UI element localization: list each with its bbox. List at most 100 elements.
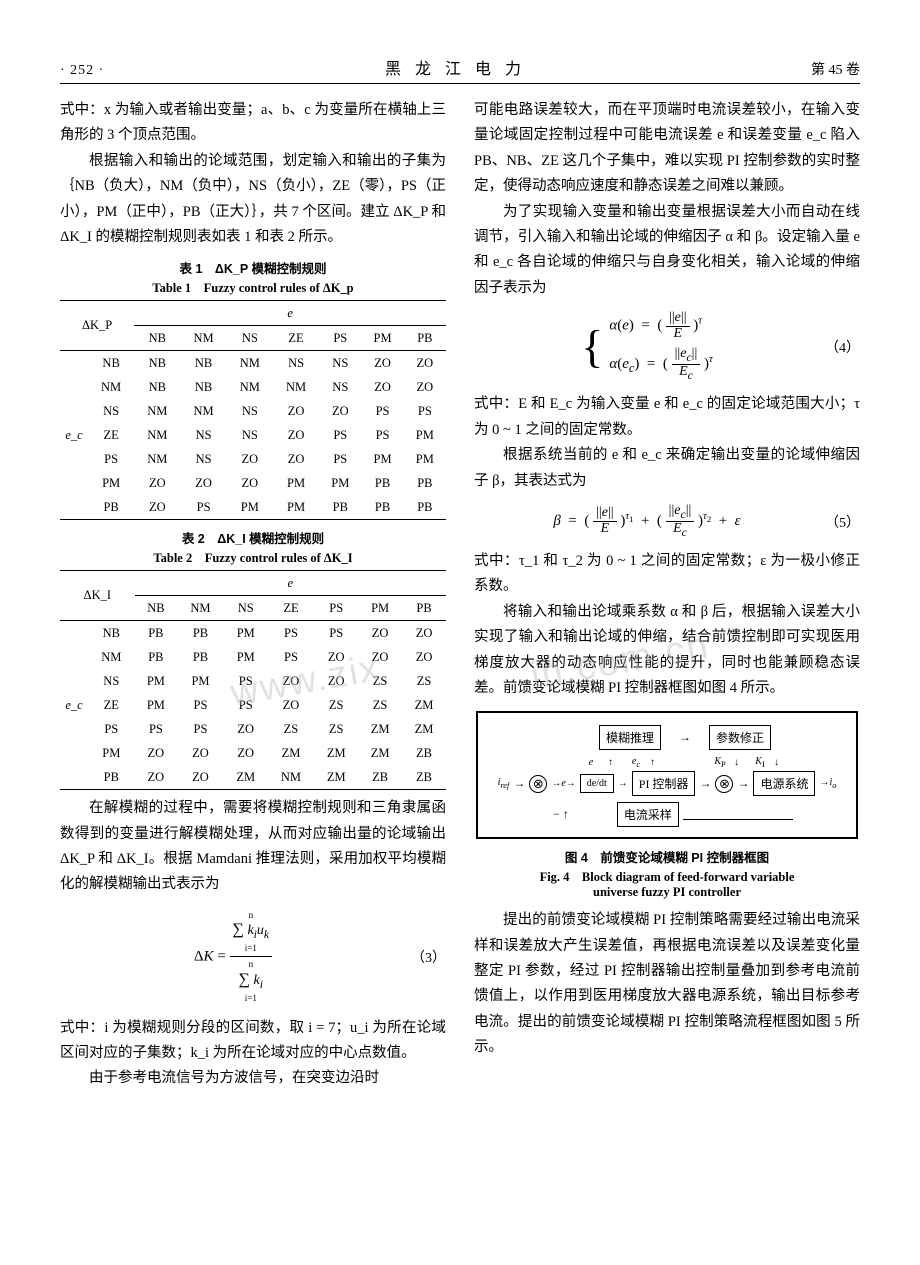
table-cell: ZO [358,621,402,646]
table-col-header: NS [227,326,273,351]
table-cell: ZO [177,741,224,765]
table-cell: ZO [177,765,224,790]
two-column-layout: 式中：x 为输入或者输出变量；a、b、c 为变量所在横轴上三角形的 3 个顶点范… [60,98,860,1092]
diagram-summing-node: ⊗ [529,775,547,793]
table-cell: ZO [404,351,446,376]
diagram-box-current-sample: 电流采样 [617,802,679,827]
paragraph: 由于参考电流信号为方波信号，在突变边沿时 [60,1066,446,1091]
table-cell: ZO [402,645,446,669]
figure4-caption-en2: universe fuzzy PI controller [474,885,860,900]
table-row-header: NS [88,399,134,423]
table-cell: PS [224,669,268,693]
table-cell: ZO [314,645,358,669]
paragraph: 可能电路误差较大，而在平顶端时电流误差较小，在输入变量论域固定控制过程中可能电流… [474,98,860,200]
table-header: ΔK_I [60,571,135,621]
table-col-header: NB [135,596,178,621]
table-cell: NM [134,399,180,423]
table-cell: PS [177,717,224,741]
paragraph: 在解模糊的过程中，需要将模糊控制规则和三角隶属函数得到的变量进行解模糊处理，从而… [60,796,446,898]
table-cell: NS [319,351,361,376]
table-cell: PS [404,399,446,423]
table-col-header: PS [314,596,358,621]
table-cell: PB [177,645,224,669]
table-row-header: PB [88,765,135,790]
paragraph: 式中：x 为输入或者输出变量；a、b、c 为变量所在横轴上三角形的 3 个顶点范… [60,98,446,149]
table-row-header: ZE [88,423,134,447]
journal-title: 黑龙江电力 [180,55,740,79]
table-row-group-label: e_c [60,621,88,790]
figure4-caption-cn: 图 4 前馈变论域模糊 PI 控制器框图 [474,847,860,866]
table-row-header: NB [88,351,134,376]
table-cell: PM [227,495,273,520]
table-cell: NS [227,423,273,447]
table-cell: PB [319,495,361,520]
table-col-header: NM [177,596,224,621]
paragraph: 式中：i 为模糊规则分段的区间数，取 i = 7；u_i 为所在论域区间对应的子… [60,1016,446,1067]
equation-3: ΔK = n∑ kiuki=1 n∑ kii=1 （3） [60,908,446,1006]
table-cell: ZO [268,669,315,693]
table-cell: PS [319,423,361,447]
table-col-header: PM [361,326,403,351]
table-cell: PB [177,621,224,646]
left-column: 式中：x 为输入或者输出变量；a、b、c 为变量所在横轴上三角形的 3 个顶点范… [60,98,446,1092]
table-cell: PB [361,495,403,520]
paragraph: 为了实现输入变量和输出变量根据误差大小而自动在线调节，引入输入和输出论域的伸缩因… [474,200,860,302]
table-cell: ZO [227,447,273,471]
table-cell: PS [224,693,268,717]
table-cell: PM [224,645,268,669]
table-cell: ZO [273,447,319,471]
table-cell: NS [180,447,226,471]
table-cell: NB [134,375,180,399]
table-cell: ZO [361,375,403,399]
table-row-header: ZE [88,693,135,717]
table-cell: ZB [402,765,446,790]
table-cell: NM [134,423,180,447]
table-cell: ZB [358,765,402,790]
table-cell: PS [268,645,315,669]
paragraph: 式中：τ_1 和 τ_2 为 0 ~ 1 之间的固定常数；ε 为一极小修正系数。 [474,549,860,600]
page: · 252 · 黑龙江电力 第 45 卷 式中：x 为输入或者输出变量；a、b、… [0,0,920,1132]
right-column: 可能电路误差较大，而在平顶端时电流误差较小，在输入变量论域固定控制过程中可能电流… [474,98,860,1092]
table-cell: ZO [273,423,319,447]
diagram-box-power: 电源系统 [753,771,815,796]
table-cell: PS [268,621,315,646]
table-cell: ZM [402,693,446,717]
table-col-header: NS [224,596,268,621]
table1-rules: ΔK_P e NBNMNSZEPSPMPB e_cNBNBNBNMNSNSZOZ… [60,300,446,520]
page-header: · 252 · 黑龙江电力 第 45 卷 [60,55,860,84]
table-cell: ZM [314,765,358,790]
table-cell: ZM [268,741,315,765]
paragraph: 式中：E 和 E_c 为输入变量 e 和 e_c 的固定论域范围大小；τ 为 0… [474,392,860,443]
table-cell: PB [404,471,446,495]
table-row-header: PS [88,717,135,741]
table-cell: PM [273,471,319,495]
table-cell: ZO [227,471,273,495]
table-row-header: PB [88,495,134,520]
table-cell: ZO [180,471,226,495]
table2-caption-en: Table 2 Fuzzy control rules of ΔK_I [60,547,446,566]
table-header: e [134,301,446,326]
table-col-header: NM [180,326,226,351]
table1-caption-en: Table 1 Fuzzy control rules of ΔK_p [60,277,446,296]
table-row-header: NM [88,375,134,399]
table-col-header: PM [358,596,402,621]
table-row-header: PM [88,471,134,495]
table-cell: ZB [402,741,446,765]
diagram-kp: KP [710,756,730,769]
table1-caption-cn: 表 1 ΔK_P 模糊控制规则 [60,258,446,277]
table-cell: ZS [402,669,446,693]
table-cell: NM [227,375,273,399]
paragraph: 将输入和输出论域乘系数 α 和 β 后，根据输入误差大小实现了输入和输出论域的伸… [474,600,860,702]
table-cell: ZO [134,471,180,495]
table-cell: NS [273,351,319,376]
table-cell: NM [227,351,273,376]
table-col-header: ZE [268,596,315,621]
paragraph: 根据输入和输出的论域范围，划定输入和输出的子集为｛NB（负大），NM（负中），N… [60,149,446,251]
table-cell: ZO [224,717,268,741]
table-cell: ZO [404,375,446,399]
table-row-header: NS [88,669,135,693]
table-cell: PS [319,447,361,471]
table2-rules: ΔK_I e NBNMNSZEPSPMPB e_cNBPBPBPMPSPSZOZ… [60,570,446,790]
table-cell: ZM [358,741,402,765]
table-cell: ZS [358,693,402,717]
